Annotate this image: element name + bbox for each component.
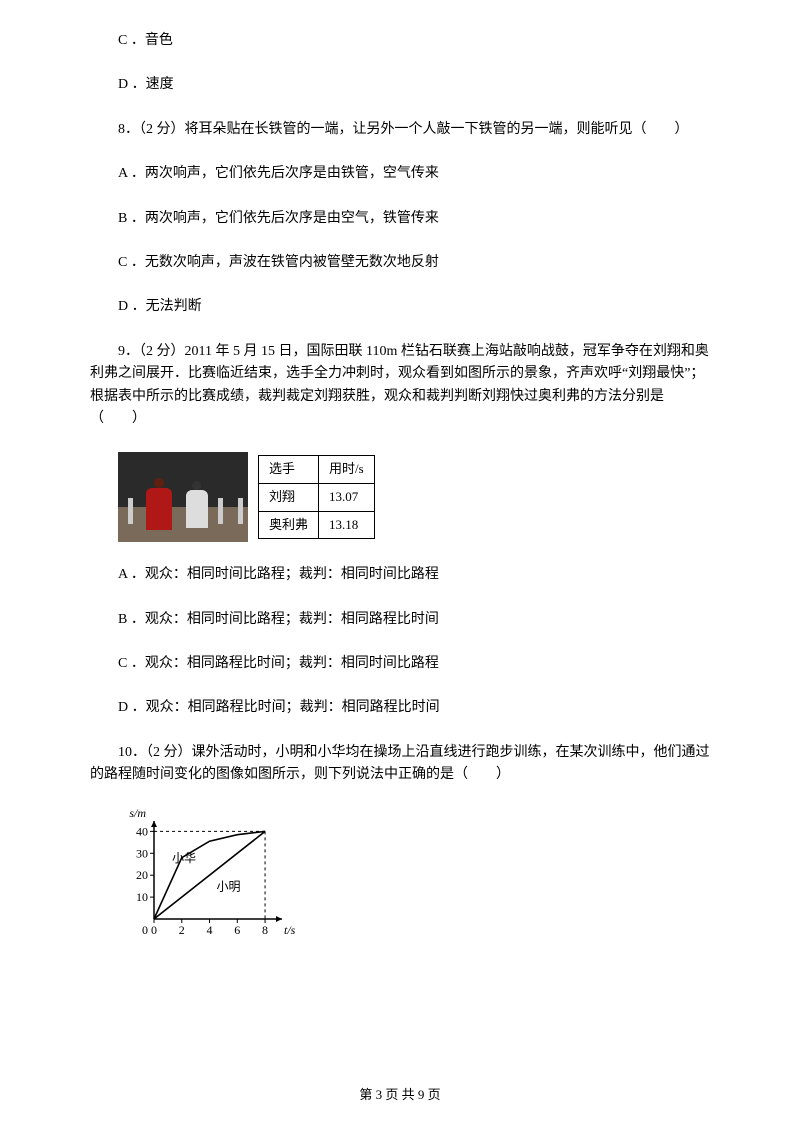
svg-text:2: 2 [179,923,185,937]
svg-text:4: 4 [207,923,213,937]
q9-option-b: B ．观众：相同时间比路程；裁判：相同路程比时间 [90,609,710,631]
q8-option-c: C ．无数次响声，声波在铁管内被管壁无数次地反射 [90,252,710,274]
q9-stem: 9．（2 分）2011 年 5 月 15 日，国际田联 110m 栏钻石联赛上海… [90,341,710,431]
table-cell: 13.07 [319,483,375,511]
q8-option-b: B ．两次响声，它们依先后次序是由空气，铁管传来 [90,208,710,230]
q9-option-d: D ．观众：相同路程比时间；裁判：相同路程比时间 [90,697,710,719]
q10-chart: 0 2 4 6 8 10 20 30 40 0 s/m t/s 小华小明 [118,809,298,939]
q10-stem: 10．（2 分）课外活动时，小明和小华均在操场上沿直线进行跑步训练，在某次训练中… [90,742,710,787]
svg-text:s/m: s/m [129,809,146,820]
table-cell: 13.18 [319,511,375,539]
q8-option-d: D ．无法判断 [90,296,710,318]
svg-text:小明: 小明 [216,879,240,893]
q9-option-c: C ．观众：相同路程比时间；裁判：相同时间比路程 [90,653,710,675]
svg-text:6: 6 [234,923,240,937]
svg-text:20: 20 [136,868,148,882]
svg-text:小华: 小华 [172,851,196,865]
q9-figure-row: 选手 用时/s 刘翔 13.07 奥利弗 13.18 [118,452,710,542]
table-row: 刘翔 13.07 [259,483,375,511]
prev-option-d: D ．速度 [90,74,710,96]
svg-text:t/s: t/s [284,923,296,937]
svg-text:0: 0 [151,923,157,937]
table-row: 选手 用时/s [259,456,375,484]
prev-option-c: C ．音色 [90,30,710,52]
table-row: 奥利弗 13.18 [259,511,375,539]
q9-results-table: 选手 用时/s 刘翔 13.07 奥利弗 13.18 [258,455,375,539]
page-footer: 第 3 页 共 9 页 [0,1085,800,1106]
table-cell: 奥利弗 [259,511,319,539]
svg-text:0: 0 [142,923,148,937]
svg-text:10: 10 [136,890,148,904]
table-cell: 刘翔 [259,483,319,511]
svg-text:30: 30 [136,846,148,860]
q9-option-a: A ．观众：相同时间比路程；裁判：相同时间比路程 [90,564,710,586]
table-header-time: 用时/s [319,456,375,484]
q9-race-photo [118,452,248,542]
q8-option-a: A ．两次响声，它们依先后次序是由铁管，空气传来 [90,163,710,185]
q8-stem: 8．（2 分）将耳朵贴在长铁管的一端，让另外一个人敲一下铁管的另一端，则能听见（… [90,119,710,141]
svg-text:8: 8 [262,923,268,937]
table-header-player: 选手 [259,456,319,484]
svg-text:40: 40 [136,824,148,838]
